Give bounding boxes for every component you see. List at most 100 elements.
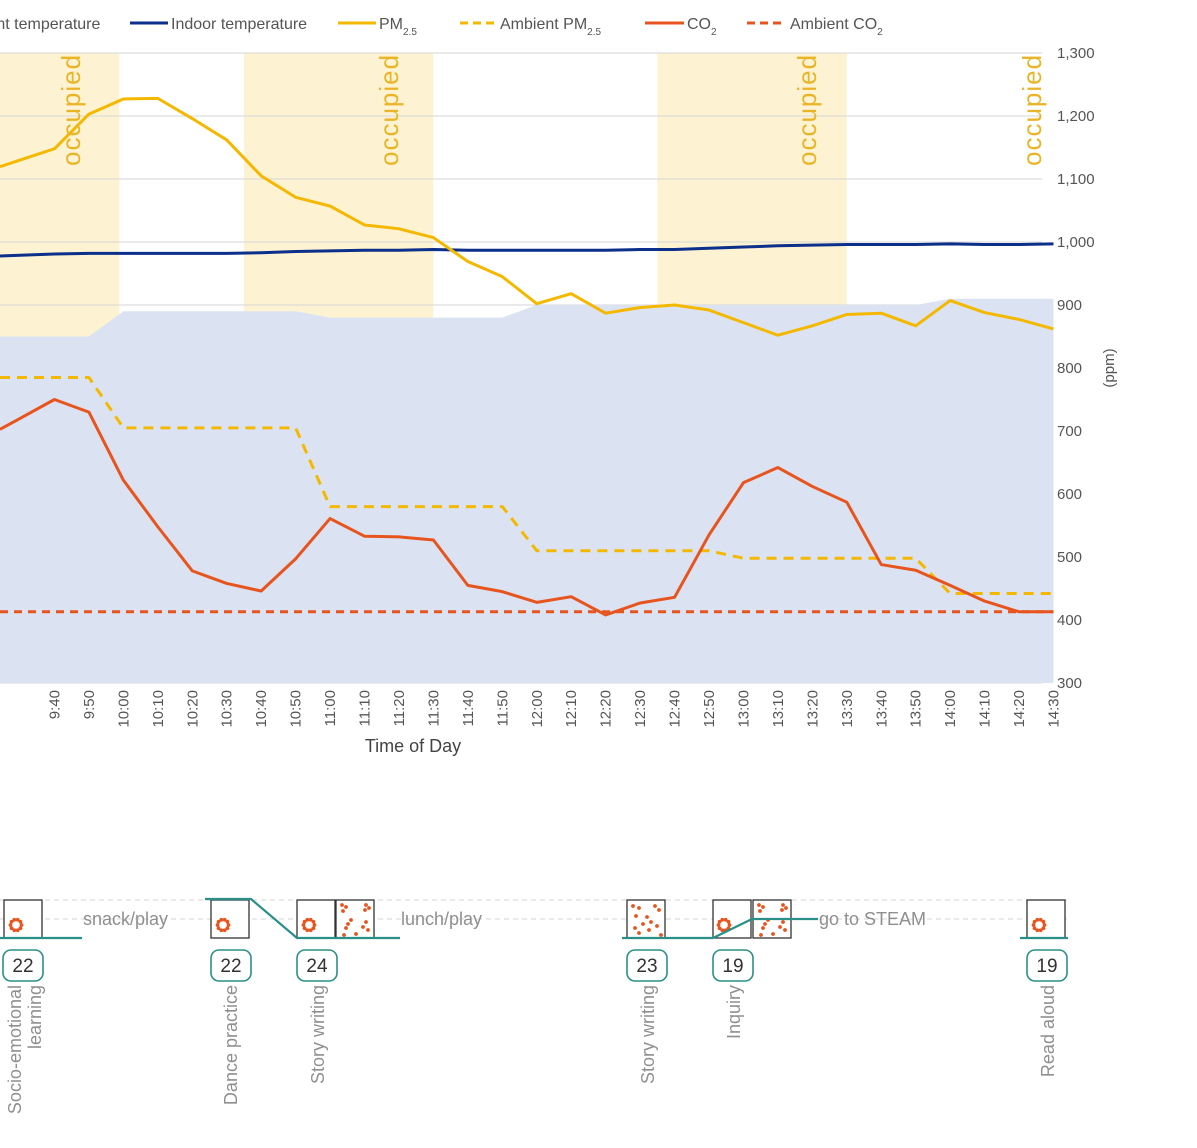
legend-label: Indoor temperature [171,16,307,33]
student-dot [340,903,344,907]
student-dot [641,922,645,926]
student-dot [15,917,20,922]
student-dot [780,908,784,912]
student-dot [761,926,765,930]
student-count: 23 [636,956,657,977]
y-tick-label: 900 [1057,297,1082,314]
ambient-pm25-line [0,375,1054,596]
activity-label: Socio-emotional [5,985,25,1114]
student-count-badge [626,949,668,982]
student-dot [215,923,220,927]
x-tick-label: 12:40 [667,690,684,728]
occupied-label: occupied [792,54,822,166]
x-tick-label: 10:30 [219,690,236,728]
student-dot [363,908,367,912]
x-tick-label: 12:00 [529,690,546,728]
student-dot [302,926,307,931]
student-dot [727,923,732,927]
student-dot [305,928,310,933]
activity-level-line [712,917,818,939]
y-tick-label: 300 [1057,675,1082,692]
occupied-label: occupied [56,54,86,166]
activity-label: Story writing [638,985,658,1084]
x-tick-label: 11:00 [322,690,339,726]
student-dot [717,926,722,931]
student-dot [655,924,659,928]
x-tick-label: 10:00 [115,690,132,728]
student-dot [1042,923,1047,927]
student-dot [305,917,310,922]
student-dot [349,918,353,922]
x-axis-ticks: 9:40 9:50 10:00 10:10 10:20 10:30 10:40 10:50 11… [46,690,1062,728]
student-dot [222,928,227,933]
student-dot [726,919,731,924]
student-dot [312,923,317,927]
x-tick-label: 11:30 [425,690,442,726]
student-dot [723,917,728,922]
x-tick-label: 9:50 [81,690,98,719]
occupied-label: occupied [374,54,404,166]
student-dot [758,909,762,913]
student-dot [1035,917,1040,922]
student-dot [1038,917,1043,922]
student-dot [19,923,24,927]
y-tick-label: 1,300 [1057,45,1095,62]
student-dot [1032,919,1037,924]
student-dot [302,919,307,924]
activity-label: Story writing [308,985,328,1084]
student-count-badge [2,949,44,982]
student-dot [346,922,350,926]
student-count: 19 [722,956,743,977]
x-axis-title: Time of Day [365,736,461,756]
student-dot [784,906,788,910]
activity-label: Dance practice [221,985,241,1105]
student-dot [1041,926,1046,931]
y-tick-label: 600 [1057,486,1082,503]
gap-label: lunch/play [401,909,482,929]
student-dot [301,923,306,927]
student-dot [18,926,23,931]
legend-label: Ambient temperature [0,16,101,33]
y-tick-label: 1,200 [1057,108,1095,125]
y-axis-ticks: 300 400 500 600 700 800 900 1,000 1,100 1,200 1,30… [1057,45,1095,692]
x-tick-label: 13:10 [770,690,787,728]
classroom-box [210,899,250,939]
x-tick-label: 11:40 [460,690,477,726]
student-count: 22 [12,956,33,977]
legend-label: Ambient PM2.5 [500,16,601,38]
legend-label: Ambient CO2 [790,16,883,38]
co2-line [0,398,1054,617]
student-dot [219,917,224,922]
student-dot [657,908,661,912]
student-dot [308,928,313,933]
student-dot [219,928,224,933]
legend-label: CO2 [687,16,717,38]
x-tick-label: 10:20 [184,690,201,728]
student-dot [659,933,663,937]
x-tick-label: 14:00 [942,690,959,728]
student-dot [366,928,370,932]
ambient-temperature-area [0,298,1054,683]
x-tick-label: 13:20 [804,690,821,728]
student-dot [367,906,371,910]
student-dot [720,928,725,933]
student-dot [216,919,221,924]
student-dot [761,905,765,909]
x-tick-label: 12:20 [598,690,615,728]
activity-label: Read aloud [1038,985,1058,1077]
student-dot [645,915,649,919]
y-tick-label: 700 [1057,423,1082,440]
x-tick-label: 11:20 [391,690,408,726]
classroom-box [1026,899,1066,939]
occupied-labels: occupied occupied occupied occupied [56,54,1047,166]
student-count-badge [210,949,252,982]
student-dot [1035,928,1040,933]
student-dot [637,931,641,935]
classroom-box [3,899,43,939]
activity-label: learning [25,985,45,1049]
x-tick-label: 13:00 [735,690,752,728]
x-tick-label: 11:10 [357,690,374,726]
x-tick-label: 11:50 [494,690,511,726]
student-dot [781,920,785,924]
student-count: 22 [220,956,241,977]
